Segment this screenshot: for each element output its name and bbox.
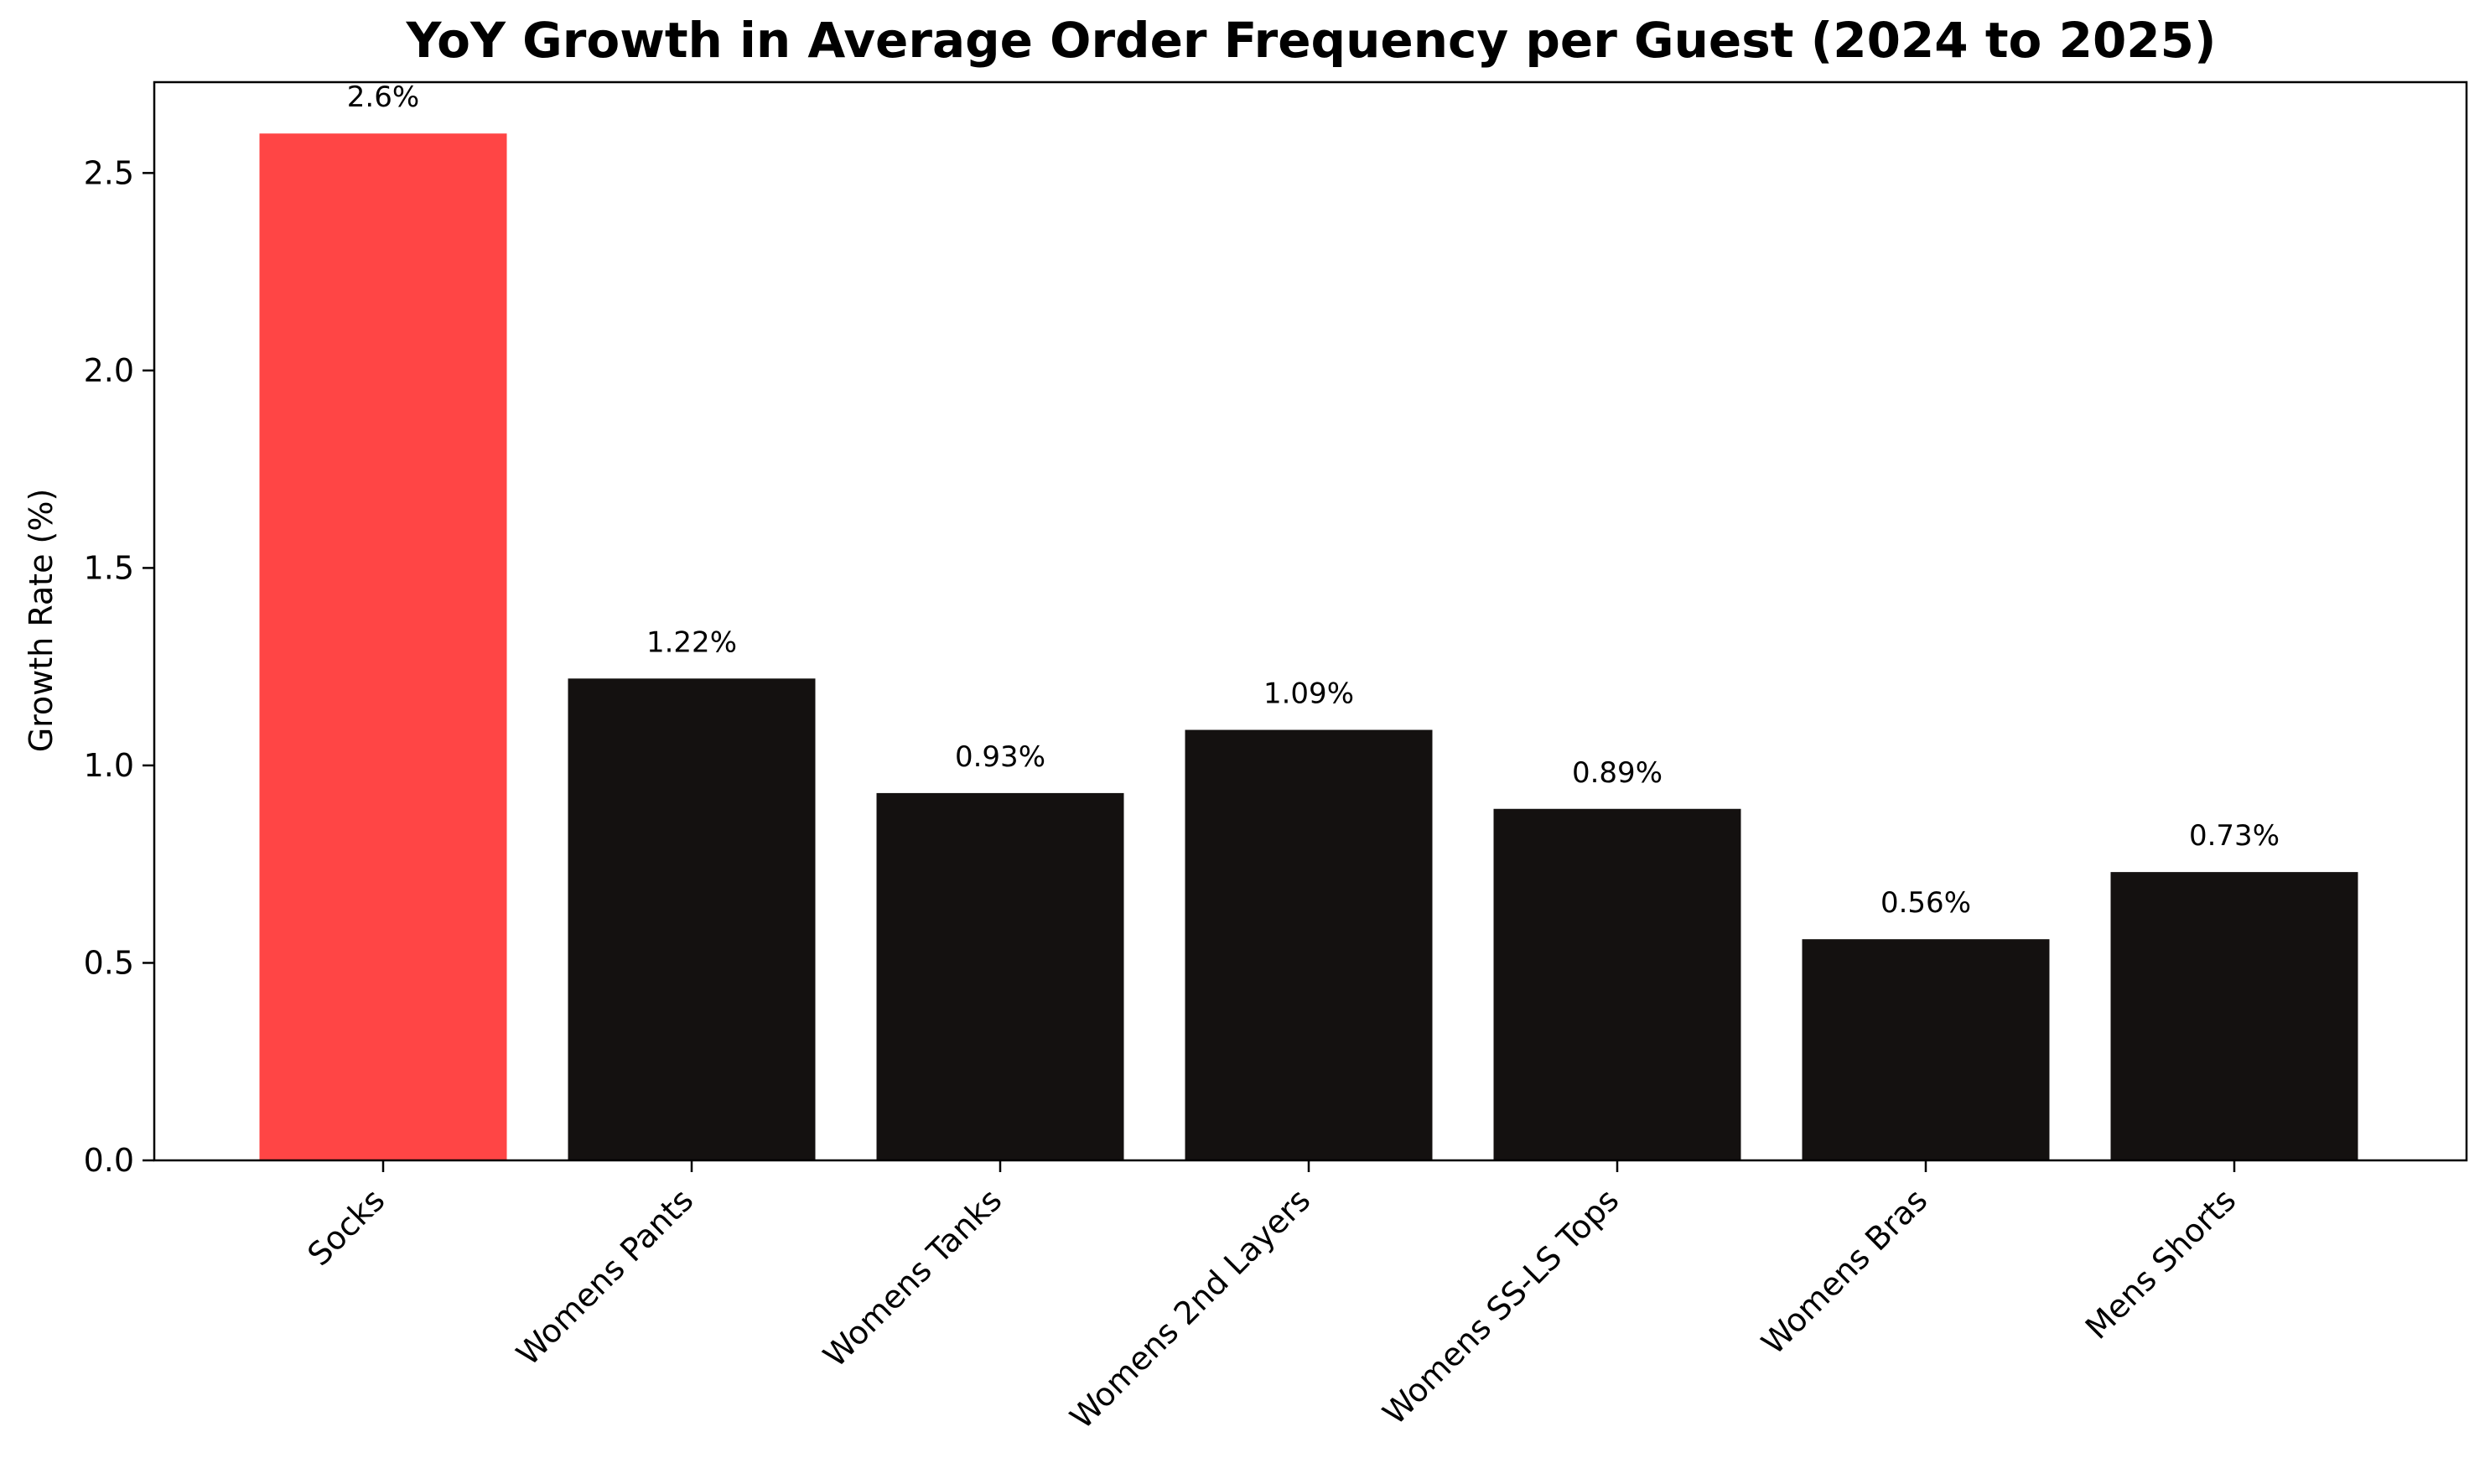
x-tick-label: Womens Tanks xyxy=(817,1181,1009,1374)
x-tick-label: Womens Bras xyxy=(1755,1181,1935,1362)
x-tick-label: Womens SS-LS Tops xyxy=(1376,1181,1626,1432)
bar-mens-shorts xyxy=(2110,872,2358,1160)
y-tick-label: 2.5 xyxy=(84,154,134,191)
x-tick-label: Womens Pants xyxy=(510,1181,701,1372)
data-label: 0.56% xyxy=(1880,886,1971,920)
data-label: 0.73% xyxy=(2189,819,2280,853)
bar-womens-pants xyxy=(568,678,816,1160)
y-tick-label: 0.5 xyxy=(84,944,134,981)
bar-womens-ss-ls-tops xyxy=(1493,808,1741,1160)
bar-socks xyxy=(259,133,507,1161)
bar-womens-tanks xyxy=(876,792,1124,1160)
y-tick-label: 0.0 xyxy=(84,1142,134,1179)
y-tick-label: 2.0 xyxy=(84,352,134,389)
data-label: 1.22% xyxy=(646,625,737,659)
axes-frame xyxy=(153,80,2468,1162)
x-tick-label: Socks xyxy=(300,1181,392,1273)
data-label: 2.6% xyxy=(347,80,419,114)
plot-area: 2.6% Socks 1.22% Womens Pants 0.93% Womens Ta… xyxy=(84,80,2468,1436)
bar-womens-bras xyxy=(1802,939,2050,1160)
x-tick-label: Mens Shorts xyxy=(2078,1181,2244,1346)
y-tick-label: 1.5 xyxy=(84,549,134,586)
data-label: 0.93% xyxy=(955,740,1045,774)
data-label: 0.89% xyxy=(1572,756,1663,790)
y-tick-label: 1.0 xyxy=(84,747,134,784)
x-tick-label: Womens 2nd Layers xyxy=(1063,1181,1317,1435)
chart-title: YoY Growth in Average Order Frequency pe… xyxy=(405,12,2216,69)
data-label: 1.09% xyxy=(1263,677,1354,711)
bar-womens-2nd-layers xyxy=(1185,729,1433,1160)
y-axis-label: Growth Rate (%) xyxy=(23,489,60,753)
